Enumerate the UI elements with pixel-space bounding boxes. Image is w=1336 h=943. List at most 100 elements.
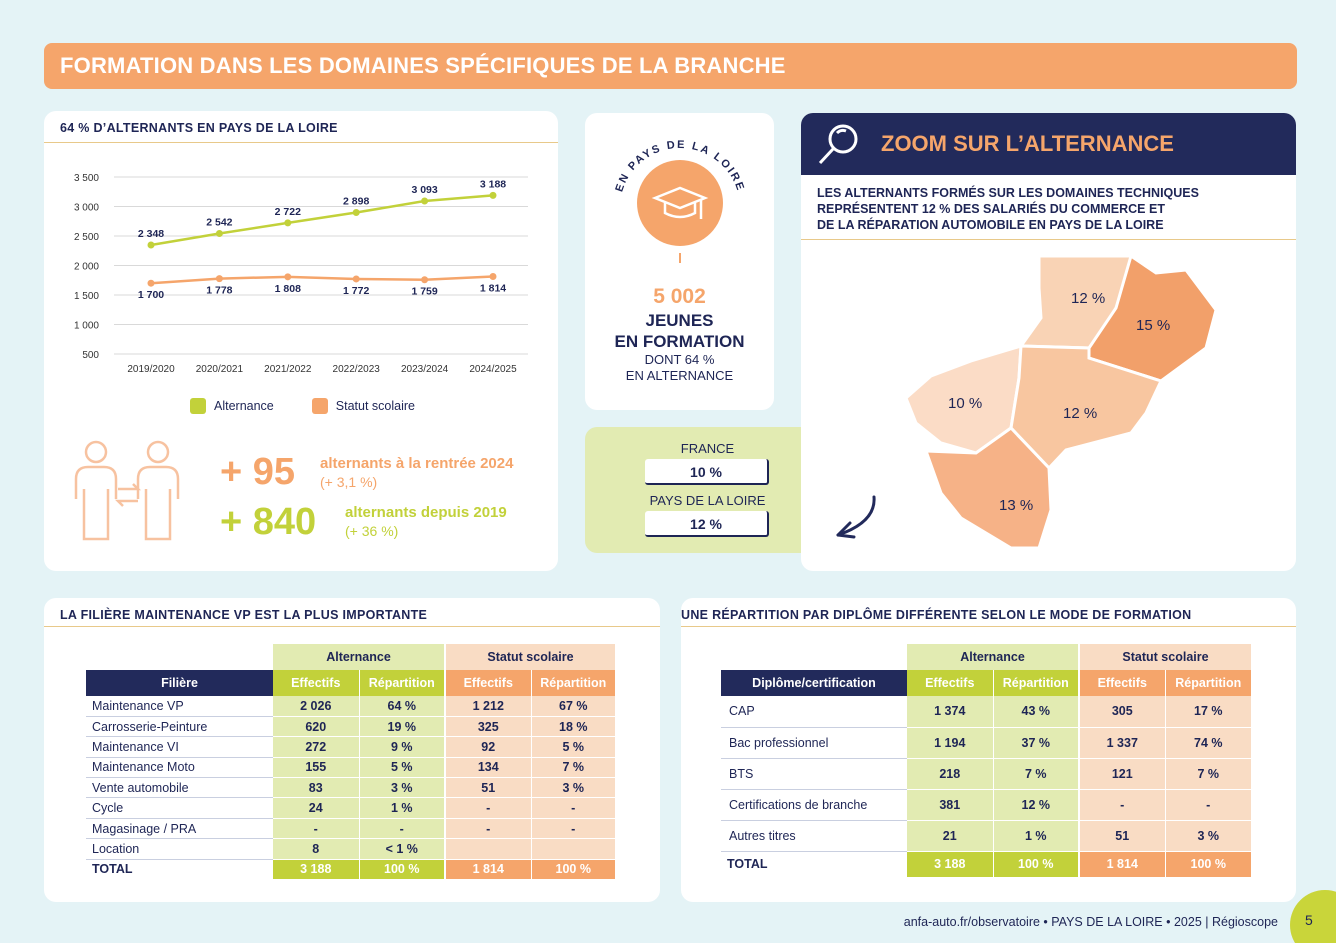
x-tick-label: 2022/2023 [333,364,381,375]
table-row: Maintenance VP 2 026 64 % 1 212 67 % [86,696,615,717]
data-point [284,219,292,227]
row-alt-rep: 5 % [359,757,446,779]
filiere-table: Alternance Statut scolaire Filière Effec… [86,644,615,880]
data-point [421,197,429,205]
row-sco-eff [445,838,532,860]
row-sco-eff: 305 [1079,696,1166,728]
zoom-title: ZOOM SUR L’ALTERNANCE [881,131,1174,156]
row-alt-rep: 1 % [993,820,1080,852]
row-label: CAP [721,696,907,728]
row-alt-eff: 381 [907,789,994,821]
pdl-value: 12 % [690,516,722,532]
diplome-table: Alternance Statut scolaire Diplôme/certi… [721,644,1251,877]
row-label: Maintenance VI [86,736,273,758]
table-row: Autres titres 21 1 % 51 3 % [721,820,1251,852]
pdl-label: PAYS DE LA LOIRE [649,493,766,508]
map-label-4: 12 % [1063,405,1097,422]
row-label: Cycle [86,797,273,819]
total-sco-rep: 100 % [531,859,615,880]
col-header-alt-rep: Répartition [993,670,1080,696]
row-alt-rep: 64 % [359,696,446,717]
data-label: 3 188 [480,178,506,190]
zoom-desc-1: LES ALTERNANTS FORMÉS SUR LES DOMAINES T… [817,186,1199,200]
divider [44,142,558,143]
diplome-card: UNE RÉPARTITION PAR DIPLÔME DIFFÉRENTE S… [681,598,1296,902]
row-sco-rep: - [531,797,615,819]
page-number: 5 [1305,912,1313,928]
row-sco-rep: 17 % [1165,696,1251,728]
data-label: 2 542 [206,217,232,229]
group-header-alternance: Alternance [907,644,1080,670]
y-tick-label: 3 500 [74,173,99,184]
data-label: 2 722 [275,206,301,218]
data-label: 3 093 [411,184,437,196]
diplome-title: UNE RÉPARTITION PAR DIPLÔME DIFFÉRENTE S… [681,608,1192,622]
row-alt-eff: 24 [273,797,360,819]
col-header-sco-eff: Effectifs [445,670,532,696]
plus95-value: + 95 [220,451,296,493]
data-label: 1 700 [138,289,164,301]
plus95-sub: (+ 3,1 %) [320,474,378,490]
y-tick-label: 2 000 [74,262,99,273]
map-label-3: 10 % [948,395,982,412]
divider [681,626,1296,627]
row-alt-rep: < 1 % [359,838,446,860]
x-tick-label: 2019/2020 [127,364,175,375]
row-sco-rep: - [531,818,615,840]
col-header-filiere: Filière [86,670,273,696]
row-alt-eff: 155 [273,757,360,779]
divider [801,239,1296,240]
row-alt-rep: 9 % [359,736,446,758]
pdl-value-box: 12 % [645,511,769,537]
table-row: BTS 218 7 % 121 7 % [721,758,1251,790]
people-exchange-icon [74,440,180,541]
col-header-sco-rep: Répartition [531,670,615,696]
data-label: 1 759 [411,286,437,298]
y-tick-label: 2 500 [74,232,99,243]
map-label-2: 15 % [1136,317,1170,334]
table-row: Bac professionnel 1 194 37 % 1 337 74 % [721,727,1251,759]
data-label: 2 898 [343,196,369,208]
plus840-sub: (+ 36 %) [345,523,399,539]
data-point [489,272,497,280]
row-sco-rep: 67 % [531,696,615,717]
map-region-sarthe [1087,253,1218,383]
series-line-0 [150,194,494,247]
row-sco-rep [531,838,615,860]
data-point [215,275,223,283]
x-tick-label: 2024/2025 [469,364,517,375]
divider [44,626,660,627]
data-label: 1 778 [206,285,232,297]
row-alt-rep: 3 % [359,777,446,799]
region-number: 5 002 [653,285,706,308]
total-alt-rep: 100 % [993,851,1080,877]
row-label: Certifications de branche [721,789,907,821]
table-row: Magasinage / PRA - - - - [86,818,615,840]
row-sco-eff: 92 [445,736,532,758]
row-label: Bac professionnel [721,727,907,759]
data-point [284,273,292,281]
row-alt-rep: 19 % [359,716,446,738]
row-sco-rep: 74 % [1165,727,1251,759]
row-sco-eff: - [445,818,532,840]
table-corner [86,644,273,670]
table-row: Location 8 < 1 % [86,838,615,860]
row-alt-eff: 1 194 [907,727,994,759]
col-header-sco-eff: Effectifs [1079,670,1166,696]
magnifier-icon [818,124,858,165]
y-tick-label: 500 [82,350,99,361]
legend-swatch-alternance [190,398,206,414]
row-alt-eff: 272 [273,736,360,758]
graduation-cap-icon [651,186,709,219]
row-sco-rep: 5 % [531,736,615,758]
region-line3: DONT 64 % [644,352,715,367]
banner-title: FORMATION DANS LES DOMAINES SPÉCIFIQUES … [60,53,786,78]
row-alt-rep: 7 % [993,758,1080,790]
y-tick-label: 3 000 [74,203,99,214]
data-label: 1 808 [275,283,301,295]
total-sco-eff: 1 814 [445,859,532,880]
row-sco-eff: - [1079,789,1166,821]
row-alt-eff: 83 [273,777,360,799]
col-header-diplome: Diplôme/certification [721,670,907,696]
footer-text: anfa-auto.fr/observatoire • PAYS DE LA L… [903,915,1278,929]
